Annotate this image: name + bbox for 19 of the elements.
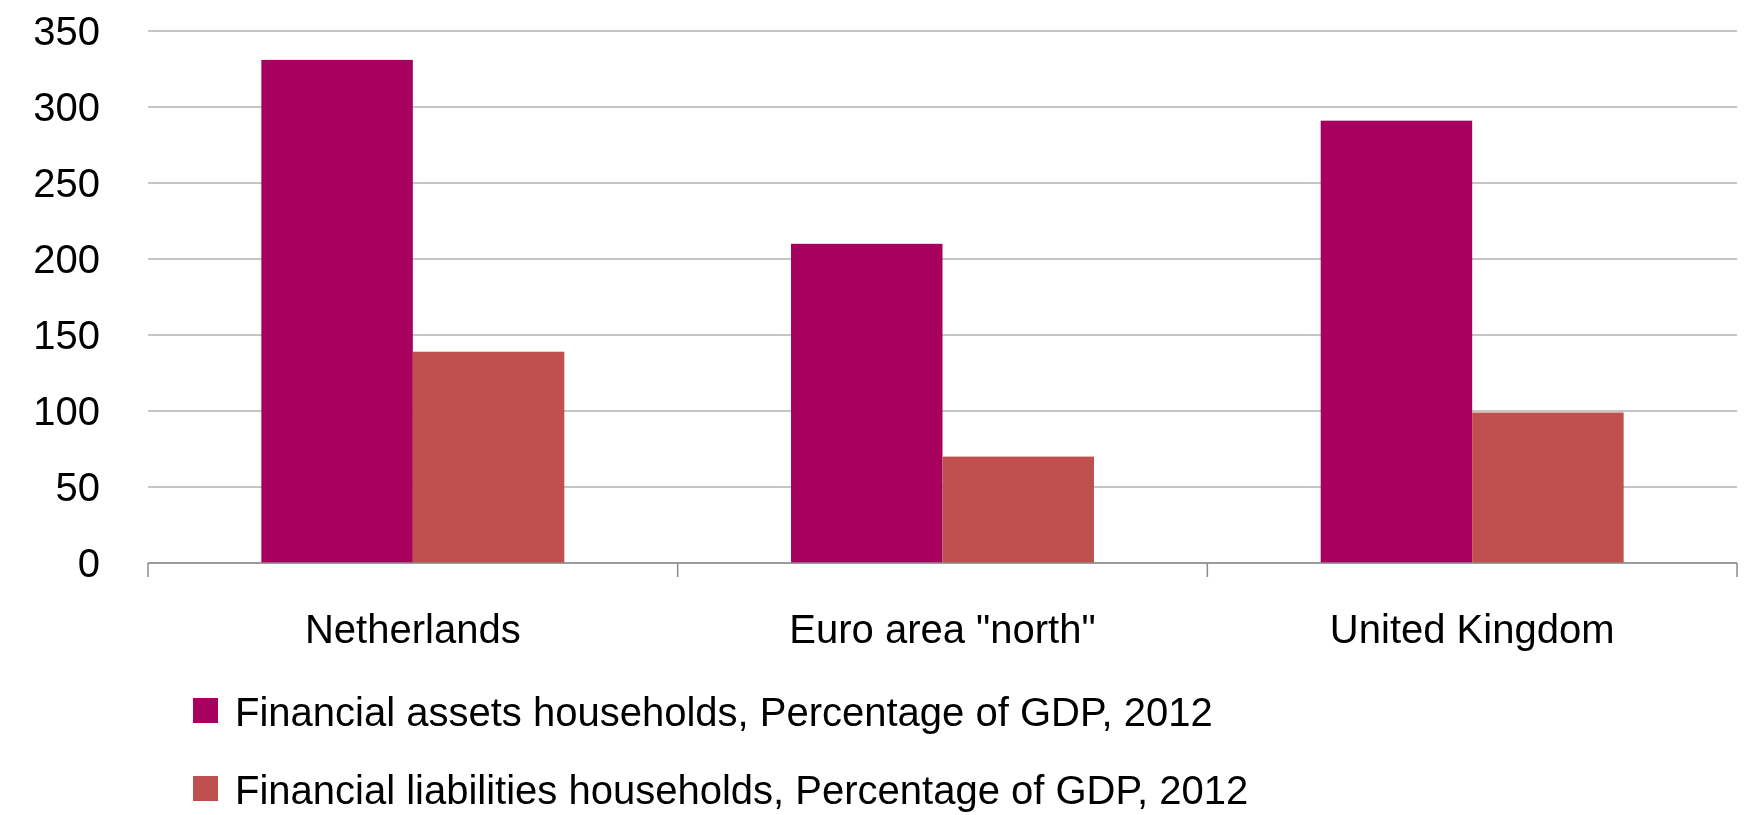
x-tick-label: Netherlands	[304, 607, 521, 651]
y-tick-label: 0	[77, 541, 100, 585]
legend-label: Financial assets households, Percentage of GDP, 2012	[235, 690, 1213, 734]
bar	[412, 351, 565, 563]
y-tick-label: 100	[33, 389, 100, 433]
bar	[791, 243, 943, 563]
bar	[1472, 412, 1624, 563]
y-tick-label: 300	[33, 85, 100, 129]
y-tick-label: 350	[33, 9, 100, 53]
bar	[942, 456, 1094, 563]
y-tick-label: 250	[33, 161, 100, 205]
y-tick-label: 200	[33, 237, 100, 281]
bar	[1320, 120, 1473, 563]
legend-label: Financial liabilities households, Percentage of GDP, 2012	[235, 768, 1249, 812]
y-tick-label: 150	[33, 313, 100, 357]
x-tick-label: United Kingdom	[1329, 607, 1615, 651]
bar	[261, 59, 413, 563]
x-tick-label: Euro area "north"	[789, 607, 1096, 651]
y-tick-label: 50	[55, 465, 100, 509]
